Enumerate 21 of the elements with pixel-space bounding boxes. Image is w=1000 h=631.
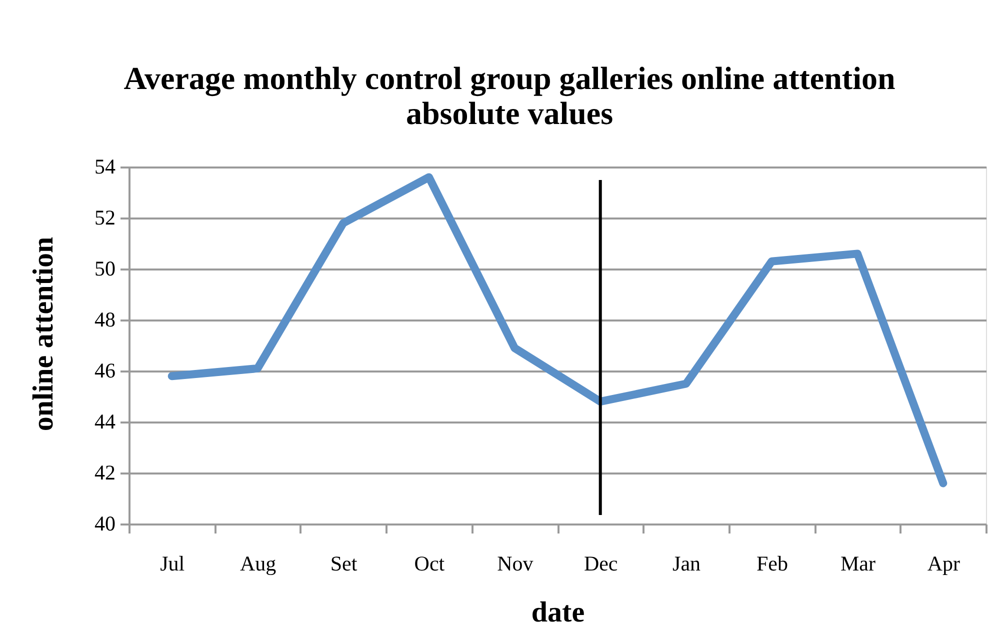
chart-title: Average monthly control group galleries online attention absolute values bbox=[124, 60, 896, 131]
x-tick-label: Set bbox=[330, 552, 358, 576]
x-tick-label: Oct bbox=[414, 552, 445, 576]
x-tick-label: Apr bbox=[927, 552, 960, 576]
x-tick-label: Dec bbox=[584, 552, 618, 576]
y-tick-label: 54 bbox=[94, 154, 116, 178]
y-tick-label: 42 bbox=[94, 460, 116, 484]
x-tick-label: Jan bbox=[672, 552, 702, 576]
y-axis-title: online attention bbox=[28, 236, 60, 432]
y-tick-label: 50 bbox=[94, 256, 116, 280]
x-tick-label: Aug bbox=[240, 552, 277, 576]
y-tick-label: 40 bbox=[94, 512, 116, 536]
y-tick-label: 48 bbox=[94, 308, 116, 332]
y-tick-label: 52 bbox=[94, 206, 116, 230]
x-tick-label: Nov bbox=[497, 552, 534, 576]
y-tick-label: 46 bbox=[94, 358, 116, 382]
x-tick-label: Mar bbox=[840, 552, 876, 576]
x-tick-label: Feb bbox=[756, 552, 788, 576]
x-axis-title: date bbox=[531, 596, 585, 628]
x-tick-label: Jul bbox=[160, 552, 185, 576]
y-tick-label: 44 bbox=[94, 410, 116, 434]
